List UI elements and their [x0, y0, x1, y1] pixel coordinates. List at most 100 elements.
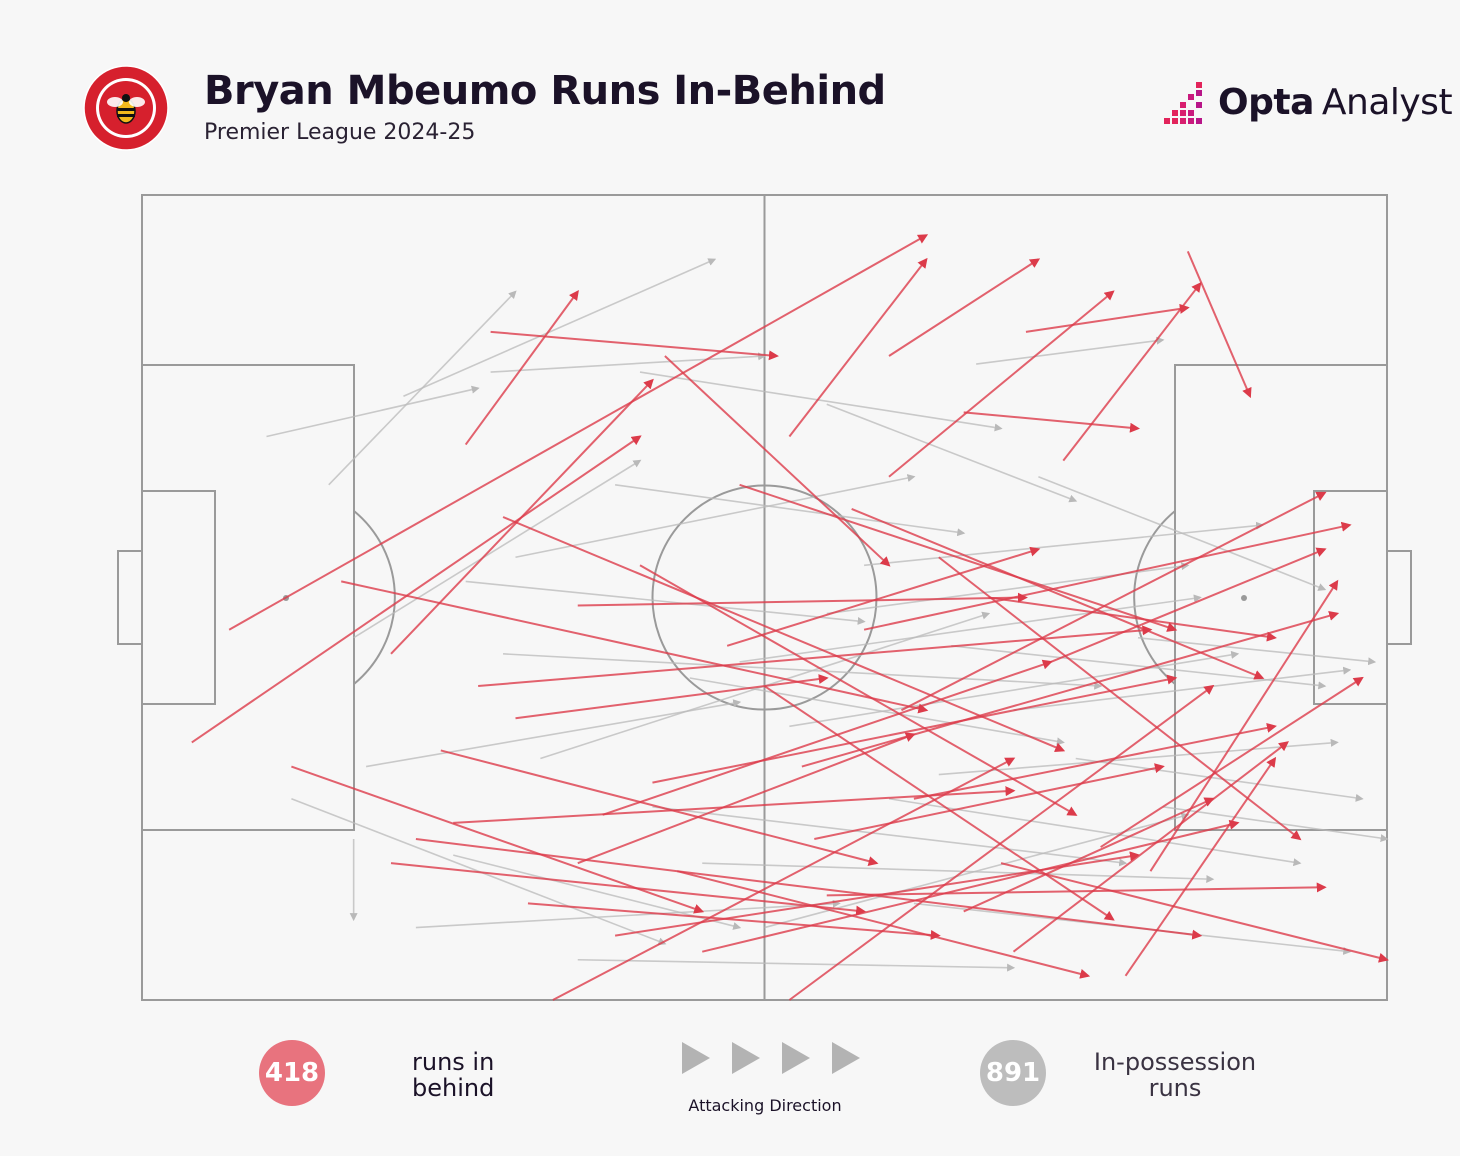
run-in-behind — [938, 556, 1302, 841]
in-possession-run — [577, 958, 1016, 972]
club-badge — [83, 65, 169, 151]
in-possession-run — [1038, 476, 1327, 591]
brand-name-regular: Analyst — [1321, 81, 1453, 123]
run-in-behind — [788, 684, 1215, 1001]
in-possession-run — [465, 580, 866, 625]
run-in-behind — [502, 516, 1066, 752]
in-possession-run — [864, 521, 1265, 567]
in-possession-run — [266, 385, 480, 438]
brand-name: Opta Analyst — [1218, 81, 1453, 123]
right-penalty-spot — [1241, 595, 1247, 601]
in-possession-run — [1137, 636, 1377, 666]
right-goal — [1386, 550, 1412, 645]
direction-arrow-icon — [682, 1042, 710, 1074]
attacking-direction-label: Attacking Direction — [688, 1096, 842, 1115]
run-in-behind — [390, 378, 654, 655]
run-in-behind — [191, 435, 642, 744]
run-in-behind — [577, 732, 916, 865]
left-six-yard-box — [141, 490, 216, 705]
runs-in-behind-layer — [191, 234, 1389, 1001]
run-in-behind — [228, 234, 929, 631]
in-possession-run — [614, 484, 966, 537]
run-in-behind — [1186, 250, 1252, 399]
run-in-behind — [888, 290, 1115, 478]
run-in-behind — [702, 819, 1240, 953]
runs-in-behind-legend-label: runs in behind — [412, 1048, 495, 1102]
left-penalty-arc — [353, 510, 396, 685]
run-in-behind — [988, 596, 1277, 642]
run-in-behind — [664, 355, 891, 567]
run-in-behind — [677, 870, 1091, 979]
left-goal — [117, 550, 143, 645]
in-possession-run — [652, 806, 1128, 867]
direction-arrow-icon — [782, 1042, 810, 1074]
pitch-markings — [117, 194, 1412, 1001]
run-in-behind — [913, 722, 1277, 800]
run-in-behind — [826, 882, 1327, 897]
brand-name-bold: Opta — [1218, 81, 1314, 123]
run-in-behind — [1062, 281, 1202, 462]
run-in-behind — [415, 838, 1203, 940]
run-in-behind — [788, 257, 928, 438]
run-in-behind — [963, 797, 1215, 913]
run-in-behind — [340, 580, 929, 714]
in-possession-run — [826, 403, 1078, 503]
in-possession-run — [353, 459, 642, 639]
in-possession-run — [365, 699, 742, 768]
in-possession-run — [938, 738, 1339, 776]
right-six-yard-box — [1313, 490, 1388, 705]
run-in-behind — [1124, 756, 1277, 977]
in-possession-run — [789, 650, 1240, 728]
in-possession-run — [503, 653, 1103, 690]
run-in-behind — [453, 786, 1016, 824]
in-possession-legend-label: In-possession runs — [1093, 1048, 1257, 1102]
in-possession-run — [689, 677, 1065, 746]
run-in-behind — [851, 508, 1265, 680]
in-possession-run — [490, 352, 767, 373]
run-in-behind — [1000, 862, 1389, 963]
run-in-behind — [888, 258, 1041, 357]
run-in-behind — [440, 749, 879, 866]
in-possession-run — [515, 474, 916, 559]
centre-circle — [651, 484, 878, 711]
run-in-behind — [763, 685, 1115, 921]
run-in-behind — [527, 902, 941, 940]
chart-title: Bryan Mbeumo Runs In-Behind — [204, 68, 886, 114]
run-in-behind — [652, 674, 1178, 784]
run-in-behind — [739, 483, 1178, 632]
chart-subtitle: Premier League 2024-25 — [204, 120, 476, 145]
in-possession-run — [403, 258, 717, 397]
run-in-behind — [490, 330, 779, 361]
in-possession-run — [1162, 806, 1389, 843]
run-in-behind — [1012, 741, 1289, 953]
run-in-behind — [390, 862, 867, 916]
in-possession-run — [739, 594, 1202, 663]
run-in-behind — [552, 757, 1016, 1001]
in-possession-run — [415, 899, 841, 929]
in-possession-run — [702, 862, 1215, 884]
run-in-behind — [602, 659, 1053, 816]
run-in-behind — [639, 564, 1078, 816]
in-possession-run — [976, 336, 1165, 365]
run-in-behind — [814, 763, 1165, 840]
run-in-behind — [577, 592, 1028, 607]
in-possession-run — [1075, 757, 1364, 802]
run-in-behind — [464, 289, 579, 446]
in-possession-run — [1013, 666, 1352, 711]
run-in-behind — [963, 411, 1140, 433]
direction-arrow-icon — [732, 1042, 760, 1074]
in-possession-run — [639, 371, 1003, 432]
run-in-behind — [1100, 676, 1364, 848]
run-in-behind — [1025, 303, 1190, 333]
direction-arrow-icon — [832, 1042, 860, 1074]
run-in-behind — [515, 674, 829, 720]
opta-bars-icon — [1164, 82, 1202, 124]
run-in-behind — [863, 521, 1352, 631]
in-possession-count-badge: 891 — [980, 1040, 1046, 1106]
run-in-behind — [801, 610, 1340, 768]
run-in-behind — [900, 491, 1327, 712]
left-penalty-area — [141, 364, 355, 831]
run-in-behind — [1050, 547, 1327, 663]
attacking-direction-arrows — [682, 1042, 860, 1074]
